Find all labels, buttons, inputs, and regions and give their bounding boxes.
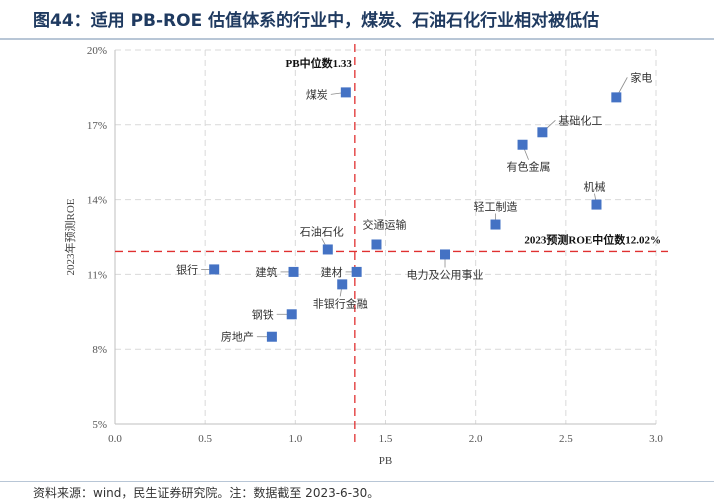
y-tick-label: 11% bbox=[87, 269, 107, 281]
x-tick-label: 1.5 bbox=[379, 433, 393, 445]
scatter-point bbox=[340, 87, 351, 98]
scatter-point bbox=[371, 239, 382, 250]
scatter-point bbox=[209, 264, 220, 275]
y-tick-label: 20% bbox=[87, 45, 107, 57]
y-tick-label: 5% bbox=[92, 419, 107, 431]
scatter-point bbox=[611, 92, 622, 103]
x-tick-label: 1.0 bbox=[288, 433, 302, 445]
point-label: 有色金属 bbox=[507, 160, 551, 174]
footer-divider bbox=[0, 481, 714, 482]
point-label: 银行 bbox=[176, 262, 198, 276]
scatter-point bbox=[322, 244, 333, 255]
point-label: 石油石化 bbox=[300, 224, 344, 238]
y-tick-label: 17% bbox=[87, 120, 107, 132]
scatter-point bbox=[351, 266, 362, 277]
scatter-point bbox=[288, 266, 299, 277]
x-tick-label: 2.0 bbox=[469, 433, 483, 445]
scatter-chart: 0.0 0.5 1.0 1.5 2.0 2.5 3.0 5% 8% 11% 14% 17% 20% PB 2… bbox=[63, 44, 668, 467]
x-tick-label: 0.5 bbox=[198, 433, 212, 445]
point-label: 建筑 bbox=[256, 265, 278, 279]
scatter-point bbox=[490, 219, 501, 230]
point-label: 家电 bbox=[630, 70, 652, 84]
point-label: 房地产 bbox=[221, 330, 254, 344]
x-tick-label: 3.0 bbox=[649, 433, 663, 445]
x-tick-label: 0.0 bbox=[108, 433, 122, 445]
point-label: 煤炭 bbox=[306, 88, 328, 101]
point-label: 建材 bbox=[321, 265, 343, 279]
point-label: 电力及公用事业 bbox=[407, 268, 484, 281]
scatter-point bbox=[440, 249, 451, 260]
scatter-point bbox=[266, 331, 277, 342]
point-label: 轻工制造 bbox=[474, 200, 518, 214]
scatter-point bbox=[591, 199, 602, 210]
point-label: 基础化工 bbox=[558, 113, 602, 127]
scatter-point bbox=[286, 309, 297, 320]
pb-median-label: PB中位数1.33 bbox=[286, 56, 353, 70]
point-label: 钢铁 bbox=[252, 308, 274, 321]
point-label: 机械 bbox=[583, 180, 605, 194]
y-axis-title: 2023年预测ROE bbox=[63, 198, 77, 275]
scatter-point bbox=[337, 279, 348, 290]
x-tick-label: 2.5 bbox=[559, 433, 573, 445]
point-label: 交通运输 bbox=[362, 217, 406, 231]
y-tick-label: 14% bbox=[87, 195, 107, 207]
x-axis-title: PB bbox=[379, 455, 392, 467]
source-note: 资料来源：wind，民生证券研究院。注：数据截至 2023-6-30。 bbox=[33, 486, 380, 500]
point-label: 非银行金融 bbox=[313, 296, 368, 310]
chart-title: 图44：适用 PB-ROE 估值体系的行业中，煤炭、石油石化行业相对被低估 bbox=[33, 11, 600, 31]
scatter-point bbox=[517, 139, 528, 150]
title-bar: 图44：适用 PB-ROE 估值体系的行业中，煤炭、石油石化行业相对被低估 bbox=[0, 0, 714, 40]
roe-median-label: 2023预测ROE中位数12.02% bbox=[524, 232, 661, 246]
scatter-point bbox=[537, 127, 548, 138]
y-tick-label: 8% bbox=[92, 344, 107, 356]
